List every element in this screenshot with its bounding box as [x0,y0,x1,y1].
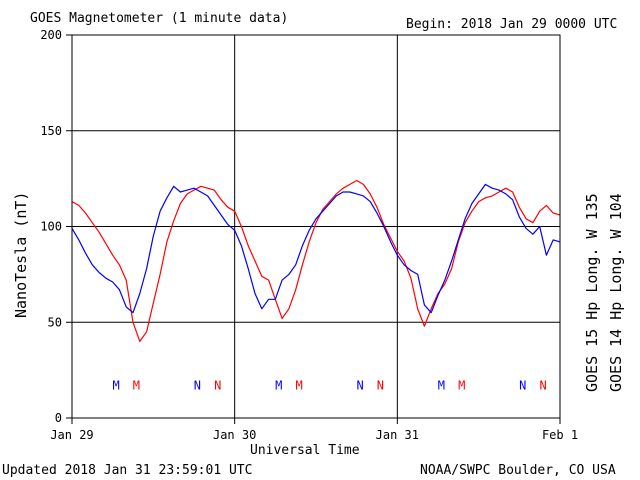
marker-m: M [295,378,302,392]
marker-n: N [214,378,221,392]
begin-time: Begin: 2018 Jan 29 0000 UTC [406,17,617,32]
marker-m: M [458,378,465,392]
x-tick-labels: Jan 29 Jan 30 Jan 31 Feb 1 [50,428,578,442]
marker-n: N [377,378,384,392]
y-tick-label: 150 [40,124,62,138]
y-tick-label: 0 [55,411,62,425]
updated-timestamp: Updated 2018 Jan 31 23:59:01 UTC [2,463,252,478]
grid-lines [66,34,561,424]
marker-m: M [275,378,282,392]
x-tick-label: Jan 30 [213,428,256,442]
x-tick-label: Jan 29 [50,428,93,442]
x-tick-label: Feb 1 [542,428,578,442]
marker-m: M [112,378,119,392]
y-tick-label: 200 [40,28,62,42]
y-tick-label: 100 [40,220,62,234]
series-lines [71,179,561,342]
marker-n: N [519,378,526,392]
credit-text: NOAA/SWPC Boulder, CO USA [420,463,616,478]
plot-frame [71,34,561,419]
chart-title: GOES Magnetometer (1 minute data) [30,11,288,26]
y-tick-labels: 0 50 100 150 200 [40,28,62,425]
series-line-1 [71,183,561,314]
legend-goes15: GOES 15 Hp Long. W 135 [583,193,601,392]
marker-n: N [356,378,363,392]
x-tick-label: Jan 31 [376,428,419,442]
marker-n: N [539,378,546,392]
y-tick-label: 50 [48,315,62,329]
marker-m: M [133,378,140,392]
series-line-0 [71,179,561,342]
x-axis-label: Universal Time [250,443,360,458]
y-axis-label: NanoTesla (nT) [12,192,30,318]
marker-n: N [194,378,201,392]
legend-goes14: GOES 14 Hp Long. W 104 [607,193,625,392]
marker-m: M [438,378,445,392]
